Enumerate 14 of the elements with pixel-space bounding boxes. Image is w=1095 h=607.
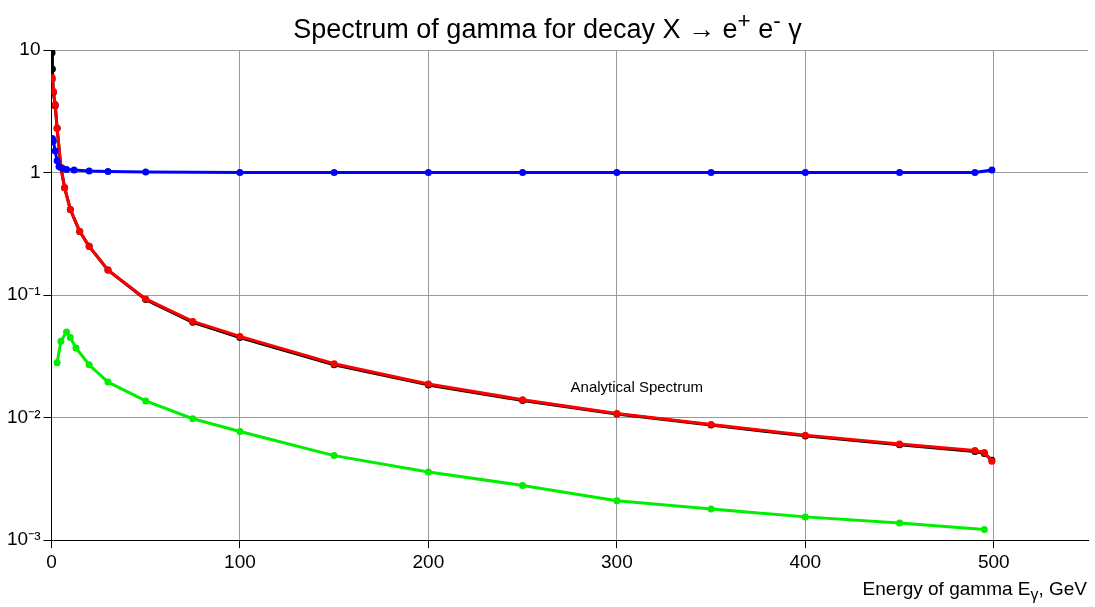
x-tick-label: 0 <box>46 550 57 572</box>
y-tick-label: 1 <box>29 160 41 182</box>
x-tick-label: 500 <box>977 550 1010 572</box>
x-tick-label: 400 <box>789 550 822 572</box>
y-tick-label: 10 <box>19 38 41 60</box>
y-tick-label: 10⁻² <box>6 405 41 427</box>
x-tick-label: 200 <box>412 550 445 572</box>
x-axis-title: Energy of gamma E$_{γ}$, GeV <box>862 578 1087 604</box>
y-tick-label: 10⁻¹ <box>6 283 41 305</box>
series-label: Analytical Spectrum <box>570 378 704 396</box>
x-tick-label: 100 <box>224 550 256 572</box>
x-tick-label: 300 <box>600 550 633 572</box>
chart-title: Spectrum of gamma for decay X → e$^{+}$ e$^{-}$ γ <box>293 8 802 44</box>
y-tick-label: 10⁻³ <box>6 528 41 550</box>
